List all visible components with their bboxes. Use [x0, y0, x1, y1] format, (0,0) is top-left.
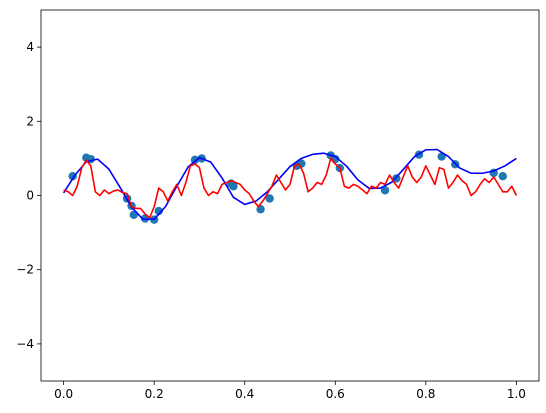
x-tick-label: 0.2	[145, 387, 164, 401]
y-tick-label: −4	[16, 337, 34, 351]
plot-frame	[40, 9, 540, 382]
scatter-point	[265, 194, 274, 203]
scatter-point	[229, 182, 238, 191]
series-layer	[62, 148, 518, 224]
y-tick-label: 4	[26, 40, 34, 54]
red-fit-line	[63, 157, 518, 219]
y-tick-label: 2	[26, 114, 34, 128]
x-tick-label: 1.0	[507, 387, 526, 401]
x-tick-label: 0.8	[416, 387, 435, 401]
ticks-layer: 0.0 0.2 0.4 0.6 0.8 1.0 −4 −2 0 2 4	[16, 40, 526, 401]
y-tick-label: 0	[26, 189, 34, 203]
axes-frame	[40, 9, 540, 382]
scatter-point	[498, 172, 507, 181]
y-tick-label: −2	[16, 263, 34, 277]
x-tick-label: 0.6	[326, 387, 345, 401]
scatter-point	[380, 186, 390, 195]
scatter-point	[190, 155, 200, 165]
blue-fit-line	[62, 148, 517, 221]
x-tick-label: 0.0	[54, 387, 73, 401]
scatter-point	[154, 206, 163, 216]
x-tick-label: 0.4	[235, 387, 254, 401]
